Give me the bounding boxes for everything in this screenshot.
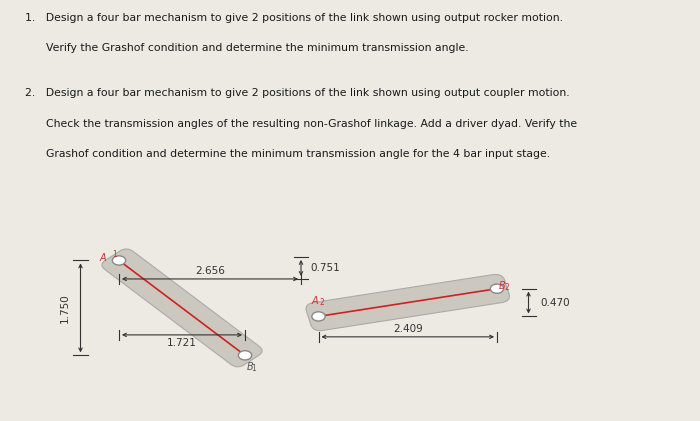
FancyBboxPatch shape [306, 274, 510, 330]
Text: 2.409: 2.409 [393, 324, 423, 333]
Text: A: A [312, 296, 318, 306]
Text: 2.   Design a four bar mechanism to give 2 positions of the link shown using out: 2. Design a four bar mechanism to give 2… [25, 88, 569, 99]
Text: 2.656: 2.656 [195, 266, 225, 276]
Text: 1.750: 1.750 [60, 293, 70, 323]
Text: 2: 2 [505, 283, 510, 292]
Text: Check the transmission angles of the resulting non-Grashof linkage. Add a driver: Check the transmission angles of the res… [25, 119, 577, 129]
Text: 1: 1 [251, 364, 256, 373]
Circle shape [112, 256, 126, 265]
Text: A: A [100, 253, 106, 263]
Text: B: B [499, 281, 506, 291]
Circle shape [490, 284, 503, 293]
Text: Grashof condition and determine the minimum transmission angle for the 4 bar inp: Grashof condition and determine the mini… [25, 149, 550, 159]
Text: 2: 2 [320, 298, 325, 306]
Text: 1.721: 1.721 [167, 338, 197, 348]
Text: 1.   Design a four bar mechanism to give 2 positions of the link shown using out: 1. Design a four bar mechanism to give 2… [25, 13, 563, 23]
FancyBboxPatch shape [102, 249, 262, 367]
Circle shape [238, 351, 252, 360]
Text: Verify the Grashof condition and determine the minimum transmission angle.: Verify the Grashof condition and determi… [25, 43, 468, 53]
Circle shape [312, 312, 325, 321]
Text: 0.751: 0.751 [311, 263, 340, 273]
Text: 1: 1 [112, 250, 117, 258]
Text: 0.470: 0.470 [540, 298, 570, 307]
Text: B: B [246, 362, 253, 372]
